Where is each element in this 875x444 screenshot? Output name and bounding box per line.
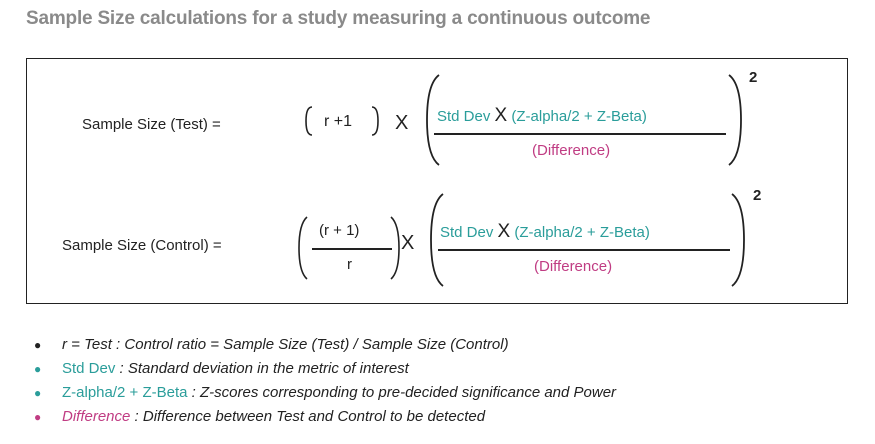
formula-box: Sample Size (Test) = r +1 X Std Dev X (Z… <box>26 58 848 304</box>
definition-term: Z-alpha/2 + Z-Beta <box>62 384 188 401</box>
denominator-test: (Difference) <box>532 142 611 159</box>
ratio-numerator-control: (r + 1) <box>319 222 360 239</box>
bullet-icon: ● <box>34 410 42 424</box>
page-title: Sample Size calculations for a study mea… <box>26 8 651 29</box>
definition-item: ● Std Dev : Standard deviation in the me… <box>32 357 616 381</box>
bullet-icon: ● <box>34 338 42 352</box>
times-sign: X <box>401 232 415 254</box>
ratio-right-bracket-test <box>371 106 379 136</box>
definition-text: : Z-scores corresponding to pre-decided … <box>187 384 617 401</box>
times-sign: X <box>497 221 511 242</box>
big-left-paren-test <box>426 74 440 166</box>
numerator-control: Std Dev X (Z-alpha/2 + Z-Beta) <box>440 221 650 243</box>
definition-item: ● Z-alpha/2 + Z-Beta : Z-scores correspo… <box>32 381 616 405</box>
definition-item: ● r = Test : Control ratio = Sample Size… <box>32 333 616 357</box>
z-score-term: (Z-alpha/2 + Z-Beta) <box>511 108 647 125</box>
ratio-left-paren-control <box>298 216 308 280</box>
std-dev-term: Std Dev <box>440 224 494 241</box>
big-right-paren-control <box>731 193 745 287</box>
big-right-paren-test <box>728 74 742 166</box>
exponent-test: 2 <box>749 69 758 86</box>
bullet-icon: ● <box>34 386 42 400</box>
times-sign: X <box>395 112 409 134</box>
exponent-control: 2 <box>753 187 762 204</box>
definition-item: ● Difference : Difference between Test a… <box>32 405 616 429</box>
denominator-control: (Difference) <box>534 258 613 275</box>
fraction-bar-control <box>438 249 730 251</box>
fraction-bar-test <box>434 133 726 135</box>
definitions-list: ● r = Test : Control ratio = Sample Size… <box>32 333 616 429</box>
z-score-term: (Z-alpha/2 + Z-Beta) <box>514 224 650 241</box>
definition-term: Difference <box>62 408 131 425</box>
bullet-icon: ● <box>34 362 42 376</box>
formula-test-label: Sample Size (Test) = <box>82 116 221 133</box>
ratio-bar-control <box>312 248 392 250</box>
definition-text: : Standard deviation in the metric of in… <box>115 360 409 377</box>
numerator-test: Std Dev X (Z-alpha/2 + Z-Beta) <box>437 105 647 127</box>
ratio-left-bracket-test <box>305 106 313 136</box>
ratio-right-paren-control <box>390 216 400 280</box>
times-sign: X <box>494 105 508 126</box>
big-left-paren-control <box>430 193 444 287</box>
ratio-denominator-control: r <box>347 256 352 273</box>
definition-text: : Difference between Test and Control to… <box>130 408 486 425</box>
std-dev-term: Std Dev <box>437 108 491 125</box>
definition-term: Std Dev <box>62 360 116 377</box>
formula-control-label: Sample Size (Control) = <box>62 237 222 254</box>
formula-test-ratio: r +1 <box>324 113 353 130</box>
definition-text: r = Test : Control ratio = Sample Size (… <box>62 336 509 353</box>
